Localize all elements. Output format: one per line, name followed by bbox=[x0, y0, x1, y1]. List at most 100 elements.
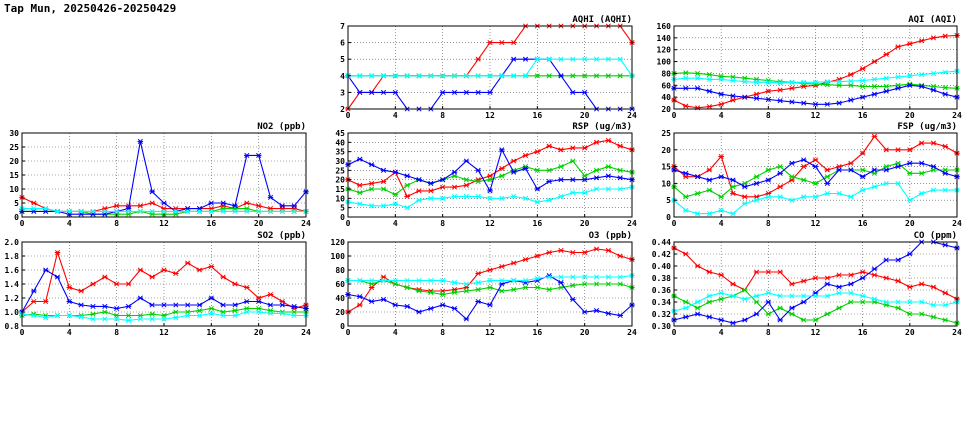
data-point bbox=[451, 89, 458, 95]
y-tick-label: 0.36 bbox=[652, 286, 671, 295]
data-point bbox=[812, 293, 819, 299]
data-point bbox=[593, 281, 600, 287]
data-point bbox=[546, 56, 552, 62]
chart-title: O3 (ppb) bbox=[589, 231, 632, 241]
data-point bbox=[895, 278, 901, 284]
data-point bbox=[475, 56, 481, 62]
data-point bbox=[244, 284, 250, 291]
data-point bbox=[196, 208, 203, 214]
data-point bbox=[475, 280, 481, 286]
x-tick-label: 12 bbox=[159, 219, 169, 228]
data-point bbox=[942, 33, 949, 39]
data-point bbox=[244, 208, 250, 214]
data-point bbox=[534, 73, 541, 79]
data-point bbox=[255, 298, 262, 305]
data-point bbox=[930, 284, 937, 290]
data-point bbox=[718, 290, 724, 296]
data-point bbox=[510, 287, 517, 293]
data-point bbox=[812, 101, 819, 107]
series-3 bbox=[671, 82, 960, 107]
data-point bbox=[706, 269, 713, 275]
data-point bbox=[463, 177, 470, 183]
x-tick-label: 16 bbox=[207, 328, 217, 337]
data-point bbox=[392, 192, 399, 198]
data-point bbox=[428, 305, 434, 312]
data-point bbox=[593, 175, 600, 181]
data-point bbox=[416, 309, 422, 315]
y-tick-label: 20 bbox=[661, 105, 671, 114]
y-tick-label: 6 bbox=[340, 39, 345, 48]
data-point bbox=[451, 169, 458, 175]
data-point bbox=[368, 203, 375, 209]
y-tick-label: 5 bbox=[14, 199, 19, 208]
data-point bbox=[741, 287, 748, 293]
data-point bbox=[255, 309, 262, 315]
data-point bbox=[800, 317, 807, 323]
data-point bbox=[404, 193, 410, 200]
data-point bbox=[593, 274, 600, 280]
data-point bbox=[871, 184, 878, 190]
data-point bbox=[451, 184, 458, 190]
data-point bbox=[149, 316, 155, 322]
data-point bbox=[593, 56, 600, 62]
data-point bbox=[883, 147, 890, 153]
data-point bbox=[90, 311, 96, 317]
x-tick-label: 12 bbox=[811, 219, 821, 228]
data-point bbox=[196, 312, 203, 319]
series-2 bbox=[671, 287, 960, 326]
x-tick-label: 24 bbox=[627, 328, 637, 337]
data-point bbox=[161, 208, 167, 214]
data-point bbox=[244, 309, 250, 315]
data-point bbox=[368, 186, 375, 192]
series-4 bbox=[19, 206, 309, 214]
data-point bbox=[534, 56, 541, 62]
data-point bbox=[570, 249, 576, 256]
data-point bbox=[682, 194, 689, 200]
data-point bbox=[871, 91, 878, 97]
data-point bbox=[718, 76, 724, 82]
y-tick-label: 7 bbox=[340, 22, 345, 31]
data-point bbox=[357, 190, 363, 196]
data-point bbox=[907, 251, 913, 257]
x-tick-label: 24 bbox=[952, 219, 962, 228]
data-point bbox=[499, 147, 505, 153]
data-point bbox=[267, 302, 274, 308]
data-point bbox=[279, 302, 286, 308]
data-point bbox=[605, 164, 612, 170]
data-point bbox=[942, 242, 949, 248]
data-point bbox=[546, 287, 552, 293]
data-point bbox=[499, 195, 505, 201]
x-tick-label: 4 bbox=[67, 219, 72, 228]
data-point bbox=[694, 75, 701, 81]
data-point bbox=[534, 284, 541, 291]
data-point bbox=[451, 305, 458, 312]
data-point bbox=[368, 298, 375, 305]
y-tick-label: 10 bbox=[661, 179, 671, 188]
data-point bbox=[907, 299, 913, 305]
data-point bbox=[439, 291, 446, 298]
data-point bbox=[558, 247, 564, 253]
data-point bbox=[694, 311, 701, 317]
data-point bbox=[824, 275, 831, 281]
data-point bbox=[357, 294, 363, 300]
data-point bbox=[255, 203, 262, 209]
data-point bbox=[404, 73, 410, 79]
data-point bbox=[570, 282, 576, 288]
data-point bbox=[149, 208, 155, 214]
data-point bbox=[546, 249, 552, 256]
data-point bbox=[125, 317, 132, 323]
data-point bbox=[942, 187, 949, 193]
data-point bbox=[244, 152, 250, 158]
chart-panel-2: 0 4 8 12 16 20 24 20 40 60 80 100 120 140 160 AQI (AQI) bbox=[657, 15, 962, 120]
series-line bbox=[673, 247, 958, 300]
data-point bbox=[871, 272, 878, 278]
data-point bbox=[765, 167, 772, 173]
data-point bbox=[907, 73, 913, 79]
data-point bbox=[357, 156, 363, 162]
data-point bbox=[90, 316, 96, 322]
data-point bbox=[267, 208, 274, 214]
data-point bbox=[883, 257, 890, 263]
data-point bbox=[463, 182, 470, 188]
